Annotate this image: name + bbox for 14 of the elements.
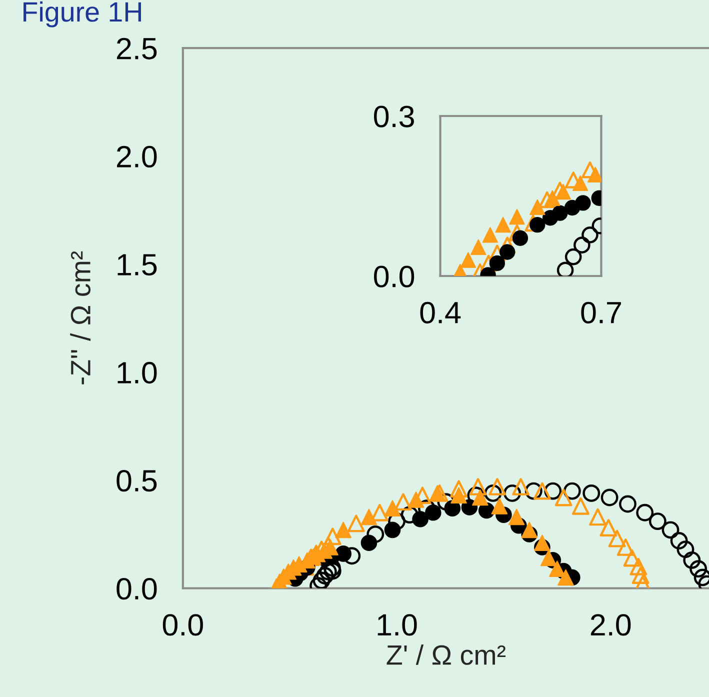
x-axis-title: Z' / Ω cm² bbox=[386, 644, 506, 665]
chart-title: Figure 1H bbox=[24, 1, 141, 28]
x-tick-label: 0.4 bbox=[420, 302, 461, 324]
y-tick-label: 0.0 bbox=[116, 578, 157, 600]
x-tick-label: 2.0 bbox=[590, 614, 631, 636]
y-tick-label: 1.0 bbox=[118, 362, 157, 384]
y-axis-title: -Z'' / Ω cm² bbox=[70, 251, 91, 384]
y-tick-label: 1.5 bbox=[118, 254, 157, 276]
y-tick-label: 0.5 bbox=[116, 470, 157, 492]
x-tick-label: 0.7 bbox=[581, 302, 621, 324]
y-tick-label: 2.5 bbox=[116, 38, 157, 60]
y-tick-label: 0.3 bbox=[374, 106, 414, 128]
x-tick-label: 0.0 bbox=[162, 614, 203, 636]
y-tick-label: 2.0 bbox=[116, 146, 157, 168]
